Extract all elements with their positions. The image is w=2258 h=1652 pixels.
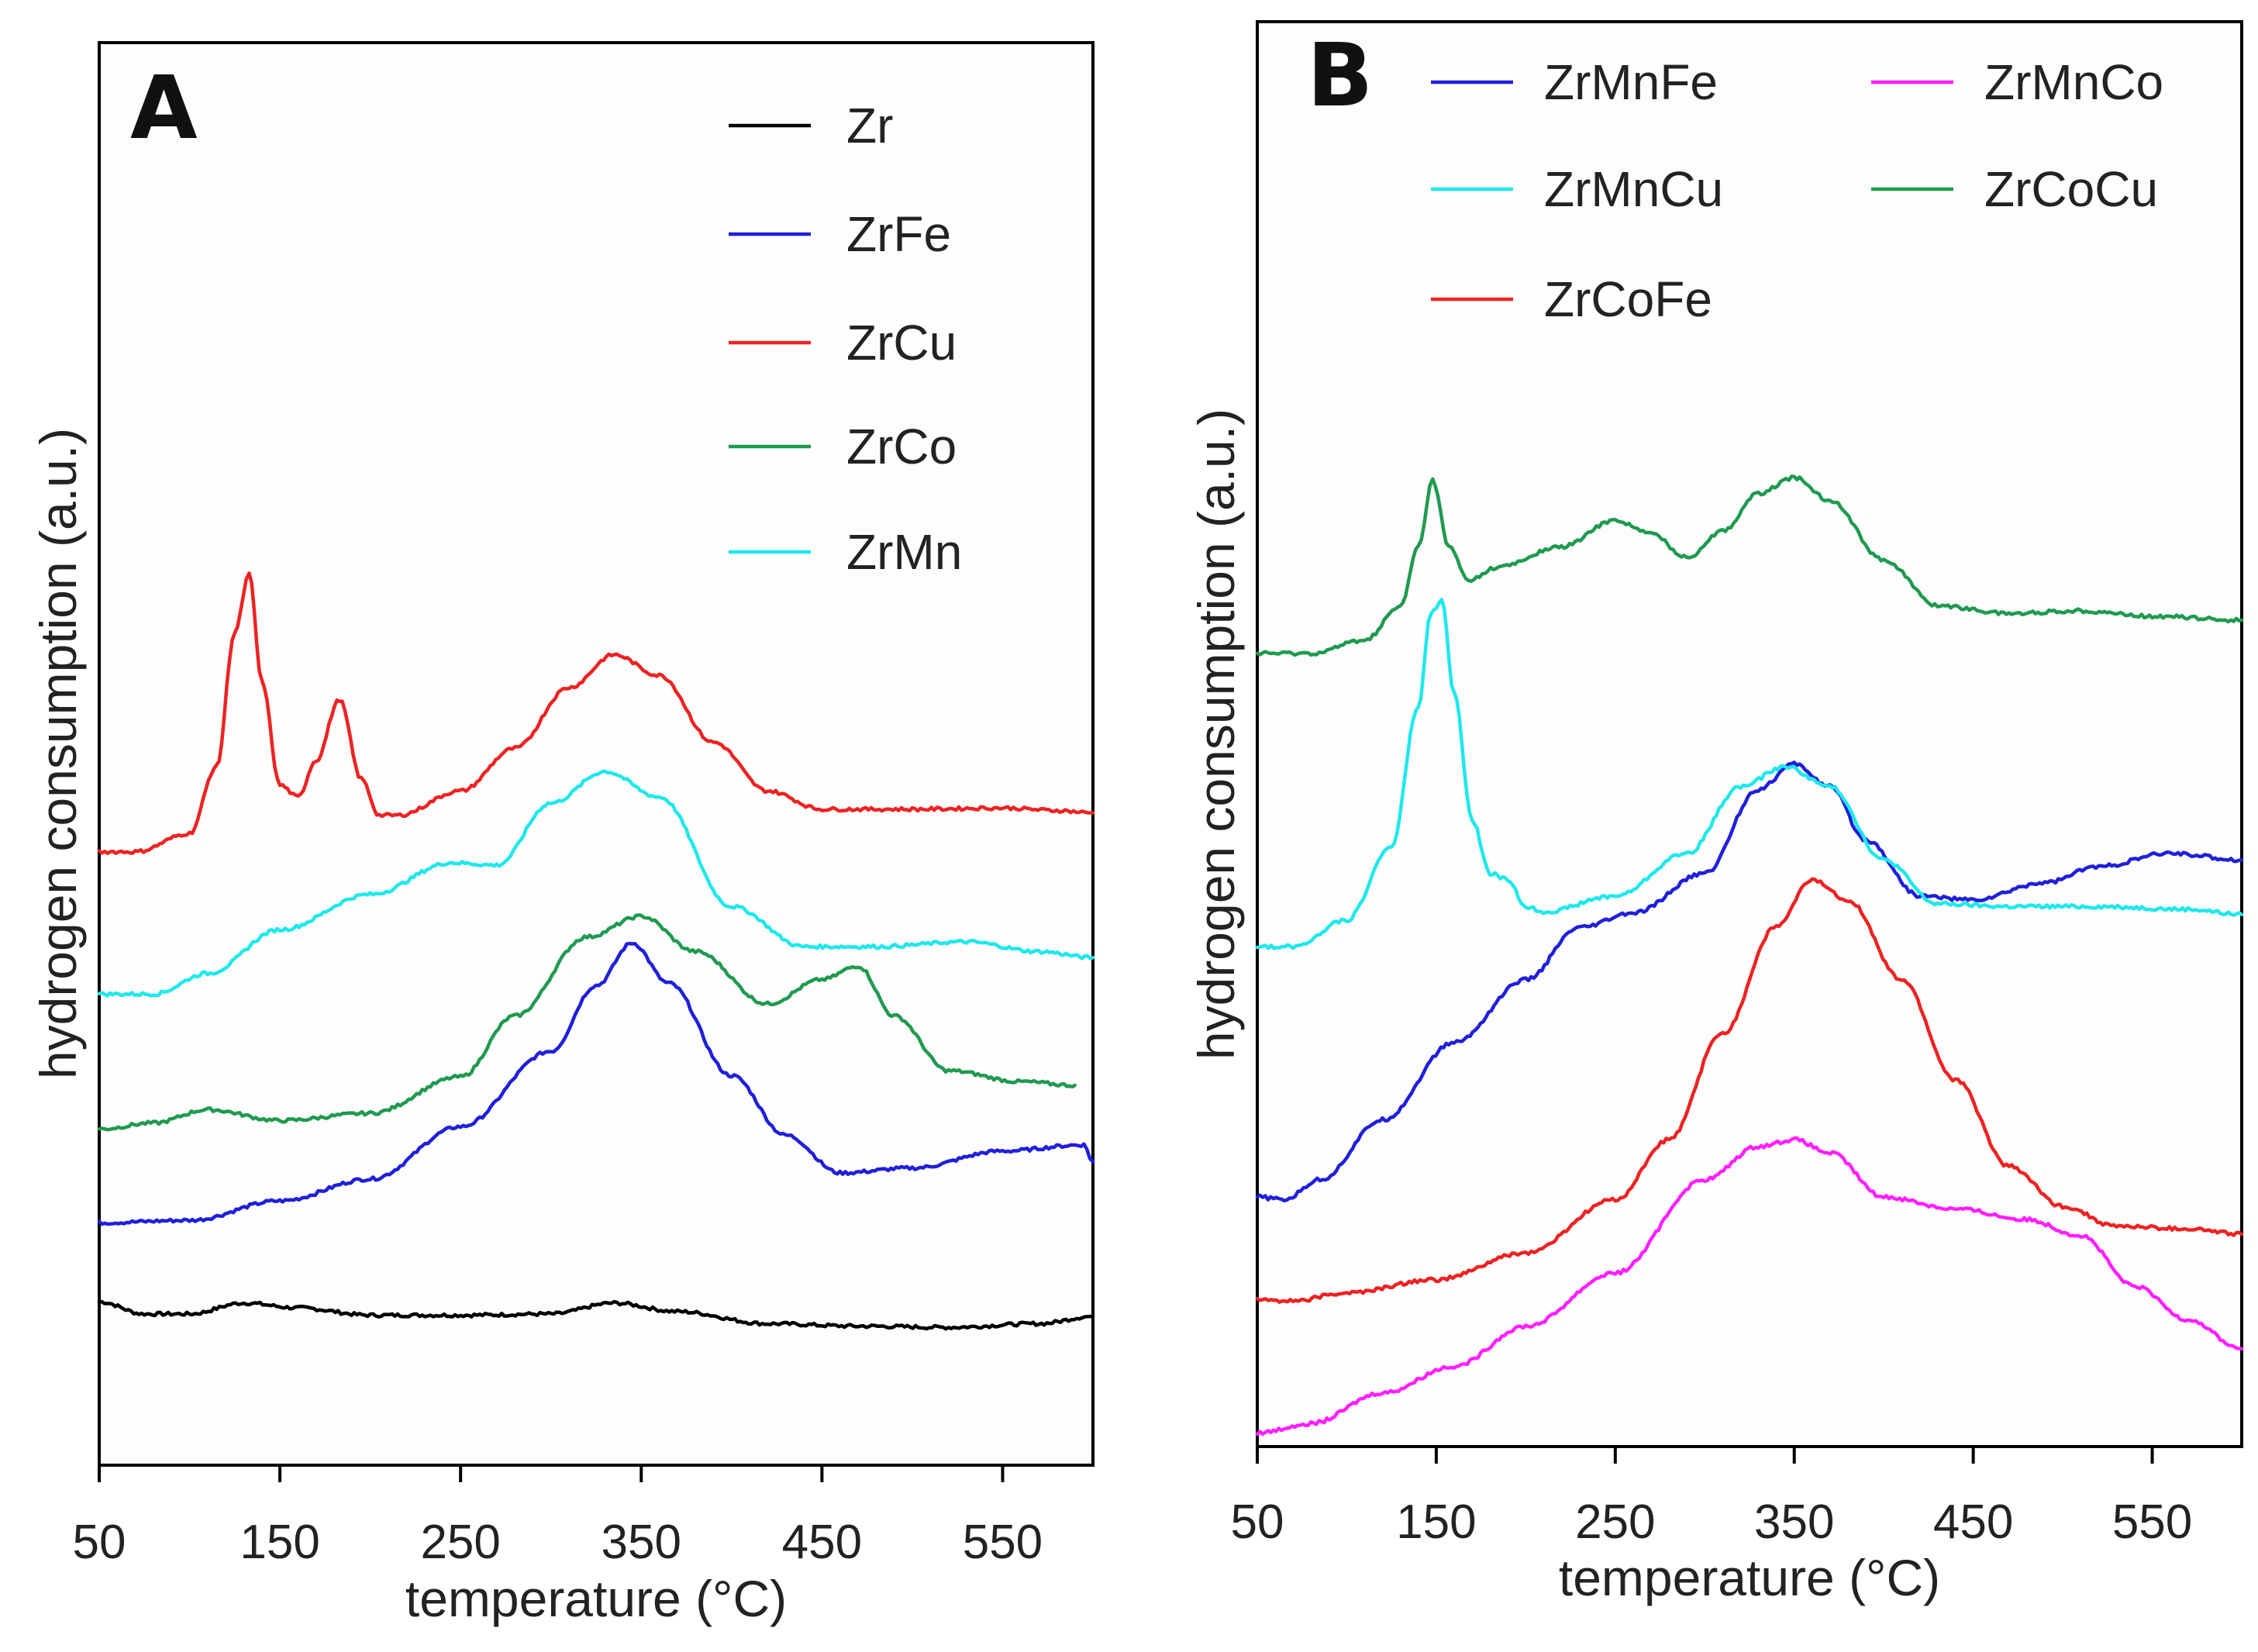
- panel-b-x-ticks: [1256, 1447, 2154, 1464]
- legend-label-zrcocu: ZrCoCu: [1984, 161, 2158, 217]
- legend-label-zrcu: ZrCu: [846, 315, 957, 371]
- x-tick-label: 550: [2112, 1495, 2192, 1549]
- series-line-zrfe: [97, 941, 1095, 1226]
- legend-label-zr: Zr: [846, 98, 893, 153]
- panel-b-y-axis-title: hydrogen consumption (a.u.): [1188, 409, 1245, 1060]
- x-tick-label: 450: [782, 1516, 862, 1569]
- x-tick-label: 150: [1396, 1495, 1476, 1549]
- legend-label-zrco: ZrCo: [846, 419, 957, 474]
- legend-label-zrmnfe: ZrMnFe: [1544, 54, 1718, 110]
- x-tick-label: 150: [240, 1516, 319, 1569]
- x-tick-label: 50: [73, 1516, 126, 1569]
- panel-a-y-axis-title: hydrogen consumption (a.u.): [29, 428, 87, 1079]
- panel-a-plot-area: [98, 41, 1095, 1467]
- panel-b-series: [1255, 474, 2244, 1436]
- series-line-zrcocu: [1255, 474, 2244, 657]
- x-tick-label: 450: [1933, 1495, 2013, 1549]
- panel-b-x-tick-labels: 50 150 250 350 450 550: [1231, 1495, 2193, 1549]
- panel-b: B 50 150 250 350 450 550 temperature (°C) hyd…: [1188, 20, 2244, 1606]
- panel-b-plot-area: [1256, 20, 2243, 1448]
- panel-a-x-ticks: [98, 1465, 1005, 1482]
- series-line-zrco: [97, 913, 1077, 1132]
- panel-a-legend: Zr ZrFe ZrCu ZrCo ZrMn: [729, 98, 962, 580]
- series-line-zr: [97, 1299, 1095, 1331]
- x-tick-label: 250: [420, 1516, 500, 1569]
- panel-a-x-tick-labels: 50 150 250 350 450 550: [73, 1516, 1043, 1569]
- panel-b-x-axis-title: temperature (°C): [1559, 1549, 1940, 1606]
- series-line-zrmncu: [1255, 598, 2244, 950]
- series-line-zrcu: [97, 571, 1095, 856]
- series-line-zrmnco: [1255, 1136, 2244, 1436]
- x-tick-label: 550: [963, 1516, 1043, 1569]
- series-line-zrcofe: [1255, 877, 2244, 1304]
- legend-label-zrmn: ZrMn: [846, 524, 962, 580]
- legend-label-zrfe: ZrFe: [846, 206, 951, 262]
- panel-a-letter: A: [130, 58, 198, 159]
- panel-a-x-axis-title: temperature (°C): [405, 1570, 787, 1627]
- x-tick-label: 350: [1754, 1495, 1834, 1549]
- panel-a-series: [97, 571, 1095, 1331]
- x-tick-label: 50: [1231, 1495, 1284, 1549]
- series-line-zrmn: [97, 769, 1095, 998]
- x-tick-label: 250: [1575, 1495, 1655, 1549]
- legend-label-zrmncu: ZrMnCu: [1544, 161, 1723, 217]
- panel-a: A 50 150 250 350 450 550 temperature (°C) hyd…: [29, 41, 1095, 1627]
- x-tick-label: 350: [602, 1516, 681, 1569]
- series-line-zrmnfe: [1255, 760, 2244, 1203]
- panel-b-legend: ZrMnFe ZrMnCu ZrCoFe ZrMnCo ZrCoCu: [1431, 54, 2163, 327]
- panel-b-letter: B: [1307, 26, 1373, 126]
- legend-label-zrmnco: ZrMnCo: [1984, 54, 2163, 110]
- legend-label-zrcofe: ZrCoFe: [1544, 271, 1712, 327]
